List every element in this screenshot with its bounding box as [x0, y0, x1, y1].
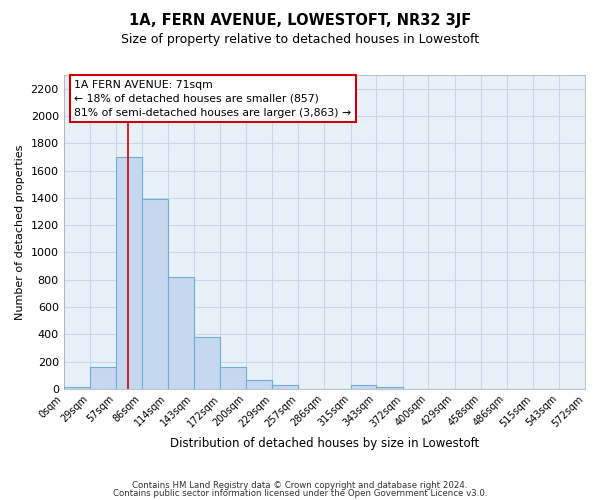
Bar: [220, 367, 246, 389]
Bar: [142, 199, 167, 389]
Bar: [90, 367, 116, 389]
X-axis label: Distribution of detached houses by size in Lowestoft: Distribution of detached houses by size …: [170, 437, 479, 450]
Bar: [246, 380, 272, 389]
Text: Contains public sector information licensed under the Open Government Licence v3: Contains public sector information licen…: [113, 489, 487, 498]
Text: 1A, FERN AVENUE, LOWESTOFT, NR32 3JF: 1A, FERN AVENUE, LOWESTOFT, NR32 3JF: [129, 12, 471, 28]
Bar: [167, 277, 194, 389]
Y-axis label: Number of detached properties: Number of detached properties: [15, 144, 25, 320]
Bar: [351, 386, 376, 389]
Text: 1A FERN AVENUE: 71sqm
← 18% of detached houses are smaller (857)
81% of semi-det: 1A FERN AVENUE: 71sqm ← 18% of detached …: [74, 80, 351, 118]
Bar: [376, 388, 403, 389]
Bar: [64, 388, 90, 389]
Bar: [116, 157, 142, 389]
Bar: [194, 337, 220, 389]
Bar: [272, 384, 298, 389]
Text: Contains HM Land Registry data © Crown copyright and database right 2024.: Contains HM Land Registry data © Crown c…: [132, 480, 468, 490]
Text: Size of property relative to detached houses in Lowestoft: Size of property relative to detached ho…: [121, 32, 479, 46]
